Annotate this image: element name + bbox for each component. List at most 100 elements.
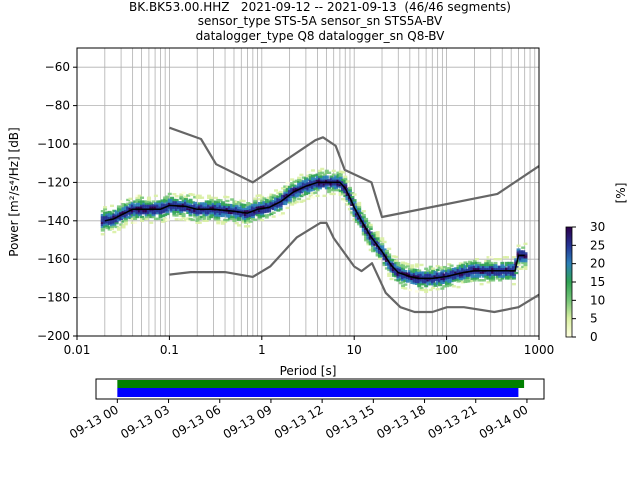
density-cell bbox=[267, 213, 272, 217]
density-cell bbox=[262, 201, 267, 204]
density-cell bbox=[347, 194, 352, 197]
density-cell bbox=[195, 210, 200, 213]
density-cell bbox=[183, 197, 188, 200]
density-cell bbox=[202, 215, 207, 219]
density-cell bbox=[463, 272, 468, 276]
density-cell bbox=[493, 273, 498, 276]
density-cell bbox=[223, 218, 228, 222]
density-cell bbox=[391, 264, 396, 268]
density-cell bbox=[207, 215, 212, 219]
density-cell bbox=[347, 190, 352, 194]
density-cell bbox=[172, 214, 177, 217]
density-cell bbox=[518, 267, 523, 270]
density-cell bbox=[488, 275, 493, 278]
density-cell bbox=[438, 281, 443, 285]
density-cell bbox=[398, 278, 403, 281]
density-cell bbox=[357, 219, 362, 222]
density-cell bbox=[371, 236, 376, 239]
density-cell bbox=[435, 274, 440, 277]
density-cell bbox=[327, 179, 332, 182]
density-cell bbox=[382, 252, 387, 255]
density-cell bbox=[424, 284, 429, 288]
density-cell bbox=[109, 223, 114, 227]
density-cell bbox=[292, 201, 297, 205]
density-cell bbox=[174, 200, 179, 204]
density-cell bbox=[324, 186, 329, 190]
density-cell bbox=[278, 202, 283, 205]
density-cell bbox=[140, 217, 145, 221]
density-cell bbox=[412, 280, 417, 283]
density-cell bbox=[505, 261, 510, 265]
plot-frame bbox=[76, 47, 540, 337]
density-cell bbox=[394, 259, 399, 262]
density-cell bbox=[361, 229, 366, 232]
density-cell bbox=[407, 269, 412, 272]
density-cell bbox=[121, 208, 126, 212]
density-cell bbox=[197, 217, 202, 221]
density-cell bbox=[144, 217, 149, 221]
density-cell bbox=[257, 198, 262, 201]
density-cell bbox=[366, 223, 371, 227]
density-cell bbox=[366, 233, 371, 236]
density-cell bbox=[343, 177, 348, 180]
density-cell bbox=[449, 272, 454, 275]
density-cell bbox=[481, 279, 486, 282]
density-cell bbox=[209, 200, 214, 203]
density-cell bbox=[345, 187, 350, 191]
density-cell bbox=[216, 202, 221, 206]
density-cell bbox=[474, 277, 479, 280]
density-cell bbox=[299, 183, 304, 186]
density-cell bbox=[163, 209, 168, 213]
density-cell bbox=[357, 201, 362, 205]
density-cell bbox=[107, 214, 112, 218]
density-cell bbox=[216, 220, 221, 223]
density-cell bbox=[495, 258, 500, 261]
density-cell bbox=[440, 277, 445, 281]
density-cell bbox=[207, 200, 212, 203]
density-cell bbox=[172, 206, 177, 209]
density-cell bbox=[299, 200, 304, 203]
density-cell bbox=[294, 191, 299, 194]
x-tick-label: 1 bbox=[258, 343, 266, 357]
density-cell bbox=[428, 279, 433, 282]
density-cell bbox=[384, 263, 389, 266]
density-cell bbox=[380, 248, 385, 252]
density-cell bbox=[237, 208, 242, 212]
density-cell bbox=[308, 181, 313, 184]
density-cell bbox=[135, 204, 140, 207]
density-cell bbox=[368, 227, 373, 231]
density-cell bbox=[401, 265, 406, 268]
density-cell bbox=[165, 208, 170, 212]
coverage-tick-label: 09-13 03 bbox=[118, 402, 172, 441]
density-cell bbox=[213, 204, 218, 207]
density-cell bbox=[255, 213, 260, 217]
density-cell bbox=[322, 173, 327, 176]
density-cell bbox=[306, 186, 311, 189]
density-cell bbox=[491, 275, 496, 278]
x-tick-label: 0.1 bbox=[160, 343, 179, 357]
density-cell bbox=[440, 287, 445, 290]
density-cell bbox=[181, 208, 186, 212]
density-cell bbox=[220, 201, 225, 204]
density-cell bbox=[495, 273, 500, 276]
density-cell bbox=[223, 211, 228, 214]
density-cell bbox=[322, 175, 327, 178]
density-cell bbox=[444, 273, 449, 276]
density-cell bbox=[167, 206, 172, 209]
density-cell bbox=[250, 206, 255, 209]
density-cell bbox=[204, 202, 209, 205]
density-cell bbox=[458, 268, 463, 271]
density-cell bbox=[218, 199, 223, 202]
density-cell bbox=[202, 210, 207, 213]
density-cell bbox=[377, 239, 382, 243]
density-cell bbox=[514, 267, 519, 271]
density-cell bbox=[357, 211, 362, 214]
density-cell bbox=[354, 216, 359, 220]
density-cell bbox=[304, 188, 309, 192]
density-cell bbox=[130, 217, 135, 221]
density-cell bbox=[274, 195, 279, 198]
density-cell bbox=[354, 207, 359, 210]
density-cell bbox=[456, 278, 461, 281]
density-cell bbox=[458, 279, 463, 283]
